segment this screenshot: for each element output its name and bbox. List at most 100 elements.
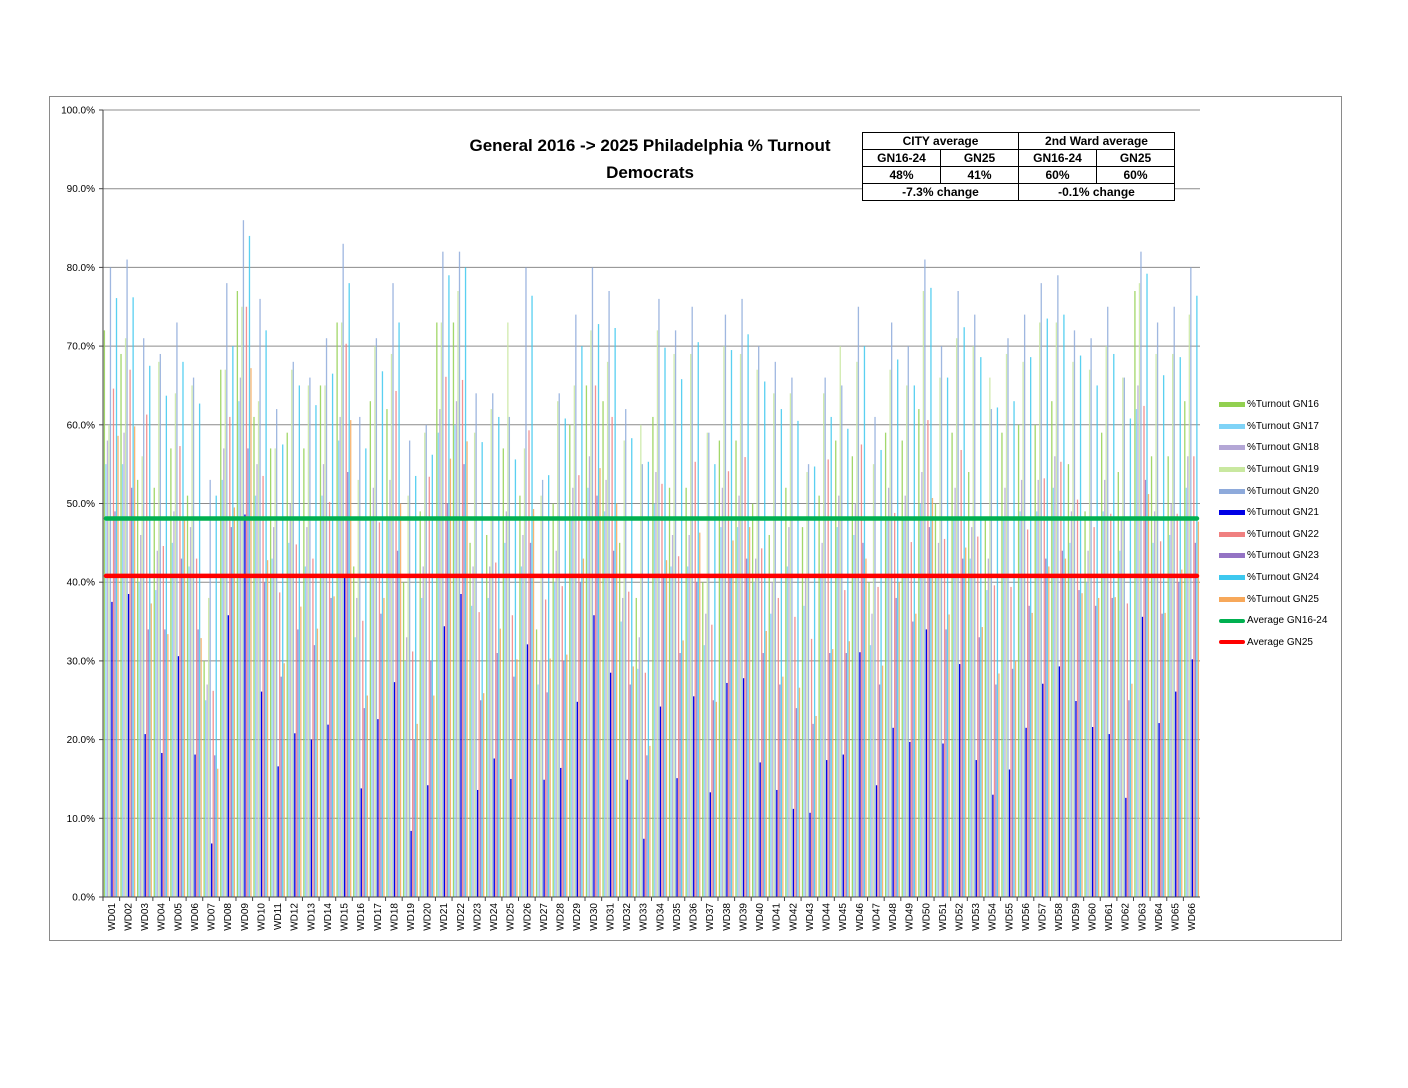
bar: [857, 306, 860, 897]
bar: [677, 556, 680, 897]
bar: [564, 418, 566, 897]
bar: [1175, 691, 1177, 897]
bar: [350, 420, 352, 897]
bar: [103, 330, 106, 897]
bar: [1155, 353, 1157, 898]
bar: [535, 629, 538, 897]
bar: [557, 401, 559, 897]
ward-col-b-header: GN25: [1096, 149, 1175, 167]
bar: [702, 582, 704, 897]
bar: [289, 503, 291, 897]
bar: [974, 314, 976, 897]
bar: [369, 401, 371, 897]
bar: [415, 475, 417, 897]
legend-swatch: [1219, 423, 1245, 429]
bar: [1005, 353, 1008, 898]
bar: [1026, 529, 1029, 897]
bar: [824, 377, 826, 898]
bar: [141, 456, 143, 897]
series--turnout-gn22: [112, 306, 1195, 898]
bar: [220, 369, 222, 898]
bar: [1022, 361, 1024, 898]
x-tick-label: WD57: [1038, 903, 1049, 931]
bar: [937, 542, 940, 897]
x-tick-label: WD58: [1054, 903, 1065, 931]
bar: [292, 361, 294, 898]
bar: [206, 684, 208, 897]
x-tick-label: WD16: [356, 903, 367, 931]
bar: [827, 459, 829, 897]
legend-label: Average GN16-24: [1247, 615, 1328, 627]
bar: [629, 684, 631, 897]
bar: [514, 459, 517, 897]
bar: [377, 719, 379, 897]
bar: [906, 385, 908, 897]
x-tick-label: WD13: [306, 903, 317, 931]
bar: [603, 511, 606, 897]
bar: [1138, 283, 1141, 897]
bar: [470, 605, 473, 897]
bar: [1172, 353, 1174, 898]
bar: [1093, 527, 1095, 897]
x-tick-label: WD61: [1104, 903, 1115, 931]
bar: [347, 472, 349, 897]
bar: [1004, 487, 1006, 897]
bar: [886, 519, 888, 897]
bar: [473, 432, 476, 897]
bar: [1045, 558, 1047, 897]
bar: [322, 464, 325, 897]
bar: [664, 347, 666, 897]
bar: [1117, 472, 1119, 897]
bar: [943, 538, 946, 897]
bar: [818, 495, 820, 897]
bar: [869, 645, 872, 897]
bar: [359, 416, 361, 897]
bar: [1119, 550, 1121, 897]
x-tick-label: WD10: [256, 903, 267, 931]
bar: [759, 762, 761, 897]
x-tick-label: WD38: [722, 903, 733, 931]
bar: [928, 527, 931, 897]
bar: [250, 368, 252, 897]
bar: [712, 700, 715, 897]
bar: [1098, 597, 1100, 897]
bar: [845, 653, 847, 897]
bar: [489, 566, 491, 897]
bar: [357, 479, 359, 897]
bar: [236, 291, 239, 897]
y-tick-label: 20.0%: [67, 735, 95, 746]
bar: [1150, 456, 1153, 897]
bar: [785, 487, 787, 897]
bar: [829, 653, 831, 897]
bar: [493, 758, 495, 897]
bar: [297, 629, 299, 897]
bar: [623, 440, 625, 897]
bar: [1072, 361, 1074, 898]
bar: [779, 684, 781, 897]
bar: [304, 566, 307, 897]
legend-item: %Turnout GN16: [1219, 394, 1327, 416]
x-tick-label: WD03: [140, 903, 151, 931]
bar: [597, 324, 600, 897]
bar: [227, 615, 229, 897]
bar: [794, 616, 796, 897]
bar: [903, 519, 905, 897]
bar: [140, 534, 142, 897]
legend-swatch: [1219, 510, 1245, 516]
bar: [1187, 456, 1189, 897]
bar: [1010, 586, 1012, 897]
bar: [189, 527, 192, 897]
bar: [410, 830, 412, 897]
x-tick-label: WD64: [1154, 903, 1165, 931]
bar: [115, 298, 118, 898]
bar: [1013, 401, 1015, 897]
bar: [1176, 513, 1178, 897]
bar: [942, 743, 944, 897]
legend-item: %Turnout GN17: [1219, 416, 1327, 438]
bar: [570, 519, 572, 897]
bar: [312, 558, 314, 897]
bar: [1102, 511, 1104, 897]
chart-subtitle: Democrats: [606, 163, 694, 182]
x-tick-label: WD31: [605, 903, 616, 931]
bar: [396, 550, 399, 897]
